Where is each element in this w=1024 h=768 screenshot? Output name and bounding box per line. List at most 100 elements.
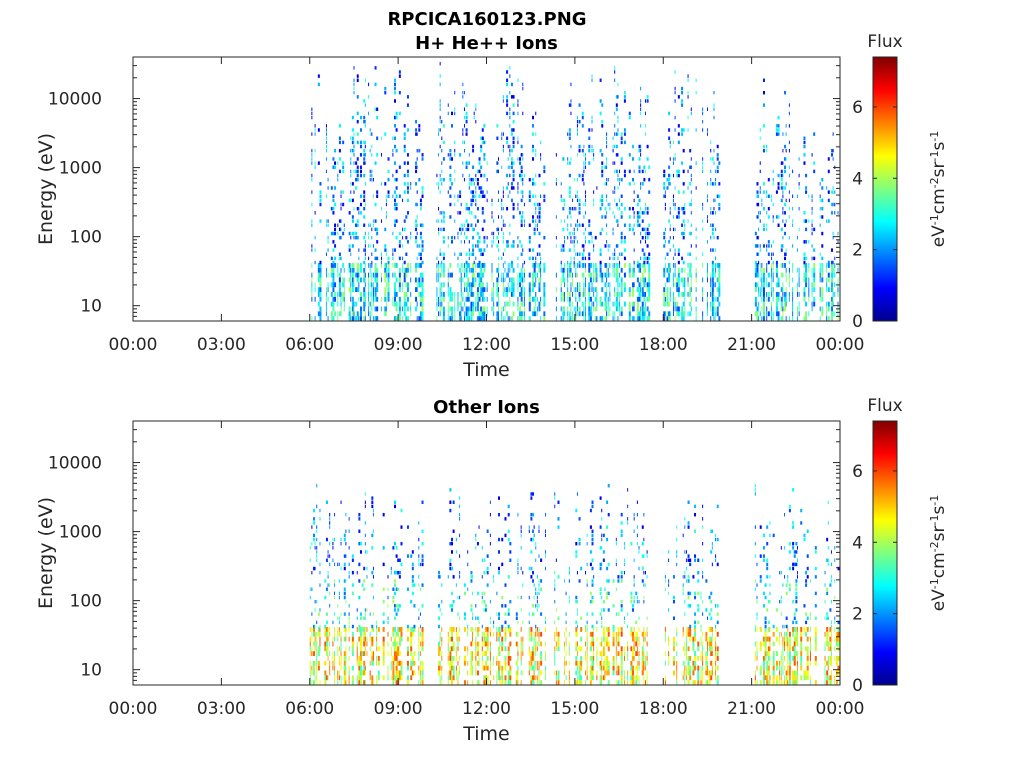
flux-cell [676, 215, 679, 219]
flux-cell [589, 562, 592, 567]
flux-cell [421, 260, 424, 265]
flux-cell [390, 636, 392, 642]
flux-cell [643, 227, 646, 232]
flux-cell [332, 656, 334, 661]
flux-cell [472, 612, 474, 616]
flux-cell [419, 223, 422, 227]
flux-cell [350, 235, 352, 240]
flux-cell [585, 194, 587, 198]
flux-cell [620, 670, 623, 676]
flux-cell [502, 223, 504, 227]
flux-cell [646, 282, 649, 288]
flux-cell [620, 277, 623, 283]
flux-cell [371, 583, 374, 587]
flux-cell [400, 660, 403, 666]
flux-cell [496, 244, 499, 248]
flux-cell [368, 292, 370, 297]
flux-cell [706, 306, 708, 312]
flux-cell [493, 219, 495, 223]
flux-cell [327, 177, 329, 182]
flux-cell [350, 182, 352, 186]
flux-cell [512, 244, 515, 248]
flux-cell [374, 227, 377, 232]
flux-cell [348, 316, 351, 321]
flux-cell [672, 292, 674, 297]
flux-cell [438, 604, 441, 608]
flux-cell [455, 631, 457, 637]
flux-cell [459, 616, 461, 620]
flux-cell [641, 263, 644, 268]
flux-cell [480, 287, 483, 293]
flux-cell [356, 608, 358, 612]
flux-cell [309, 670, 311, 676]
flux-cell [364, 608, 366, 612]
flux-cell [718, 277, 721, 283]
flux-cell [454, 90, 456, 95]
flux-cell [586, 612, 588, 616]
flux-cell [338, 169, 341, 174]
flux-cell [813, 301, 816, 307]
flux-cell [394, 99, 397, 103]
flux-cell [528, 177, 531, 182]
flux-cell [672, 140, 674, 145]
flux-cell [476, 182, 479, 186]
flux-cell [585, 263, 587, 268]
flux-cell [459, 194, 462, 198]
flux-cell [615, 636, 617, 642]
flux-cell [332, 198, 335, 203]
flux-cell [457, 292, 459, 297]
flux-cell [687, 74, 689, 78]
flux-cell [706, 277, 708, 283]
flux-cell [410, 182, 412, 186]
flux-cell [669, 223, 671, 227]
flux-cell [330, 206, 333, 211]
flux-cell [641, 277, 644, 283]
flux-cell [480, 292, 483, 297]
flux-cell [614, 252, 616, 256]
flux-cell [449, 153, 452, 157]
flux-cell [718, 161, 721, 165]
flux-cell [533, 272, 536, 278]
flux-cell [358, 316, 360, 321]
flux-cell [617, 651, 620, 657]
flux-cell [819, 223, 821, 227]
flux-cell [777, 215, 780, 219]
flux-cell [775, 267, 778, 273]
flux-cell [486, 282, 488, 288]
flux-cell [486, 636, 489, 642]
flux-cell [324, 627, 327, 632]
flux-cell [397, 660, 400, 666]
flux-cell [441, 627, 443, 632]
flux-cell [636, 215, 639, 219]
flux-cell [681, 132, 684, 136]
flux-cell [324, 680, 327, 685]
flux-cell [509, 111, 511, 116]
flux-cell [493, 292, 495, 297]
flux-cell [314, 546, 316, 550]
flux-cell [509, 599, 512, 604]
flux-cell [593, 641, 595, 647]
flux-cell [606, 641, 609, 647]
flux-cell [356, 660, 358, 666]
flux-cell [520, 316, 523, 321]
flux-cell [398, 282, 401, 288]
flux-cell [702, 202, 704, 207]
flux-cell [677, 211, 680, 215]
flux-cell [640, 153, 642, 157]
flux-cell [638, 211, 641, 215]
flux-cell [501, 636, 504, 642]
flux-cell [372, 177, 374, 182]
flux-cell [438, 153, 440, 157]
flux-cell [615, 267, 618, 273]
flux-cell [681, 231, 684, 236]
flux-cell [506, 103, 509, 107]
flux-cell [332, 651, 334, 657]
flux-cell [332, 240, 335, 244]
flux-cell [358, 277, 360, 283]
flux-cell [771, 316, 773, 321]
flux-cell [640, 148, 642, 153]
flux-cell [366, 566, 368, 571]
flux-cell [706, 219, 708, 223]
flux-cell [576, 124, 578, 128]
flux-cell [394, 675, 397, 681]
